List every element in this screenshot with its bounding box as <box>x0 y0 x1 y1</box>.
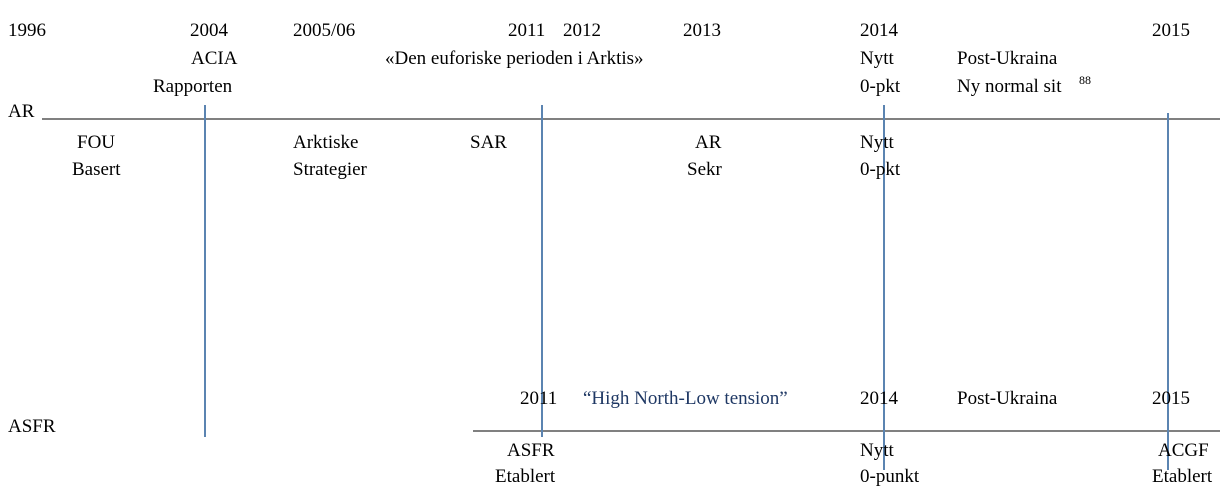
timeline-text: 2005/06 <box>293 20 355 41</box>
timeline-text: 2015 <box>1152 388 1190 409</box>
timeline-text: “High North-Low tension” <box>583 388 788 409</box>
timeline-text: 0-punkt <box>860 466 920 486</box>
timeline-text: Nytt <box>860 440 895 461</box>
timeline-text: Arktiske <box>293 132 358 153</box>
timeline-text: 2015 <box>1152 20 1190 41</box>
timeline-text: Ny normal sit <box>957 76 1062 97</box>
timeline-text: 2014 <box>860 20 899 41</box>
timeline-text: 0-pkt <box>860 159 901 180</box>
timeline-text: Post-Ukraina <box>957 388 1058 409</box>
timeline-text: «Den euforiske perioden i Arktis» <box>385 48 644 69</box>
timeline-text: SAR <box>470 132 507 153</box>
timeline-text: Sekr <box>687 159 723 180</box>
timeline-text: ACIA <box>191 48 238 69</box>
timeline-text: AR <box>695 132 722 153</box>
timeline-text: 1996 <box>8 20 46 41</box>
timeline-text: Nytt <box>860 48 895 69</box>
timeline-text: 88 <box>1079 73 1091 87</box>
timeline-text: FOU <box>77 132 115 153</box>
timeline-text: Etablert <box>495 466 556 486</box>
timeline-text: Etablert <box>1152 466 1213 486</box>
timeline-text: Post-Ukraina <box>957 48 1058 69</box>
timeline-text: 0-pkt <box>860 76 901 97</box>
asfr-label: ASFR <box>8 416 56 437</box>
ar-label: AR <box>8 101 35 122</box>
timeline-text: Basert <box>72 159 121 180</box>
timeline-text: ACGF <box>1158 440 1209 461</box>
timeline-text: 2013 <box>683 20 721 41</box>
timeline-text: Strategier <box>293 159 368 180</box>
timeline-text: 2004 <box>190 20 229 41</box>
timeline-text: 2014 <box>860 388 899 409</box>
timeline-text: 2012 <box>563 20 601 41</box>
timeline-text: Rapporten <box>153 76 233 97</box>
timeline-text: ASFR <box>507 440 555 461</box>
timeline-text: 2011 <box>508 20 545 41</box>
timeline-text: 2011 <box>520 388 557 409</box>
timeline-text: Nytt <box>860 132 895 153</box>
